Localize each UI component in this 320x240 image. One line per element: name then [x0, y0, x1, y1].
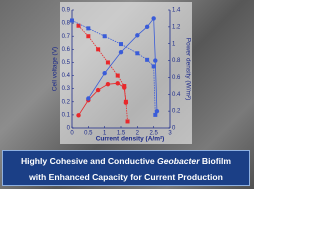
x-tick-label: 0	[70, 131, 74, 137]
point	[118, 49, 124, 55]
y-tick-label: 0.3	[62, 86, 71, 92]
point	[123, 100, 129, 105]
point	[125, 119, 130, 124]
y-tick-label: 0.9	[62, 8, 71, 14]
y2-tick-label: 0.2	[172, 109, 181, 115]
y2-tick-label: 1	[172, 41, 176, 47]
y2-tick-label: 0.6	[172, 75, 181, 81]
point	[70, 18, 74, 23]
point	[76, 113, 81, 118]
point	[86, 96, 91, 101]
point	[135, 33, 140, 38]
caption-text: Biofilm	[199, 156, 232, 166]
point	[151, 64, 156, 69]
point	[76, 23, 81, 28]
point	[102, 34, 107, 39]
series-line	[78, 25, 128, 122]
point	[153, 112, 158, 117]
y2-axis-label: Power density (W/m²)	[184, 38, 191, 100]
point	[135, 51, 140, 56]
y-tick-label: 0.2	[62, 99, 71, 105]
caption-line: Highly Cohesive and Conductive Geobacter…	[3, 153, 249, 169]
point	[102, 71, 107, 76]
x-axis-label: Current density (A/m²)	[96, 136, 165, 143]
x-tick-label: 0.5	[84, 131, 93, 137]
y2-tick-label: 1.2	[172, 24, 181, 30]
x-tick-label: 1	[103, 131, 107, 137]
point	[145, 57, 150, 62]
y2-tick-label: 0.4	[172, 92, 181, 98]
point	[144, 24, 150, 30]
caption-banner: Highly Cohesive and Conductive Geobacter…	[2, 150, 250, 186]
y2-tick-label: 0	[172, 126, 176, 132]
series-line	[87, 17, 158, 112]
x-tick-label: 2.5	[149, 131, 158, 137]
y-tick-label: 0.7	[62, 34, 71, 40]
caption-text: Highly Cohesive and Conductive	[20, 156, 158, 166]
y-tick-label: 0.5	[62, 60, 71, 66]
y-tick-label: 0.4	[62, 73, 71, 79]
point	[96, 47, 101, 52]
x-tick-label: 2	[136, 131, 140, 137]
y-tick-label: 0.8	[62, 21, 71, 27]
chart: Current density (A/m²) Cell voltage (V) …	[52, 2, 192, 144]
point	[119, 42, 123, 47]
point	[153, 58, 158, 63]
y-tick-label: 0.6	[62, 47, 71, 53]
y-axis-label: Cell voltage (V)	[52, 47, 59, 91]
point	[105, 60, 110, 65]
point	[115, 81, 120, 86]
x-tick-label: 1.5	[117, 131, 126, 137]
y-tick-label: 0.1	[62, 112, 71, 118]
point	[122, 85, 127, 90]
caption-line: with Enhanced Capacity for Current Produ…	[29, 172, 223, 182]
point	[86, 26, 91, 31]
point	[86, 34, 91, 39]
point	[154, 108, 160, 114]
x-tick-label: 3	[168, 131, 172, 137]
point	[151, 16, 156, 21]
point	[95, 87, 101, 93]
caption-italic: Geobacter	[157, 156, 200, 166]
graphic: Current density (A/m²) Cell voltage (V) …	[0, 0, 254, 189]
point	[115, 73, 120, 78]
y2-tick-label: 1.4	[172, 8, 181, 14]
y2-tick-label: 0.8	[172, 58, 181, 64]
point	[105, 81, 111, 87]
y-tick-label: 0	[67, 126, 71, 132]
